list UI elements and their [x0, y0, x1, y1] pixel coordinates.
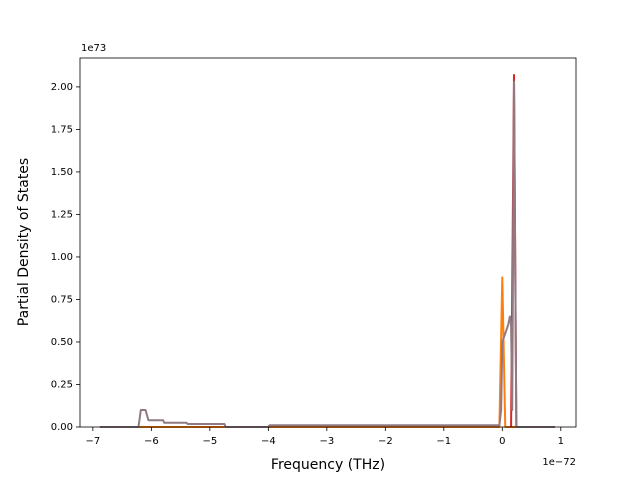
x-axis-label: Frequency (THz) — [271, 457, 385, 473]
x-tick-label: 0 — [499, 436, 505, 447]
y-offset-label: 1e73 — [81, 43, 106, 54]
x-tick-label: −6 — [144, 436, 159, 447]
y-tick-label: 0.75 — [51, 294, 73, 305]
series-line — [99, 80, 555, 428]
x-tick-label: −4 — [261, 436, 276, 447]
plot-frame — [79, 57, 577, 428]
y-axis-label: Partial Density of States — [16, 158, 32, 326]
x-tick-label: −3 — [319, 436, 334, 447]
y-tick-label: 1.00 — [51, 252, 73, 263]
y-tick-label: 0.50 — [51, 337, 73, 348]
y-tick-label: 1.50 — [51, 167, 73, 178]
y-tick-label: 2.00 — [51, 82, 73, 93]
x-tick-label: −5 — [202, 436, 217, 447]
x-offset-label: 1e−72 — [542, 457, 576, 468]
y-tick-label: 1.25 — [51, 209, 73, 220]
x-tick-label: −1 — [436, 436, 451, 447]
y-tick-label: 0.00 — [51, 422, 73, 433]
x-tick-label: 1 — [558, 436, 564, 447]
x-tick-label: −2 — [378, 436, 393, 447]
x-tick-label: −7 — [85, 436, 100, 447]
y-tick-label: 1.75 — [51, 124, 73, 135]
y-tick-label: 0.25 — [51, 379, 73, 390]
